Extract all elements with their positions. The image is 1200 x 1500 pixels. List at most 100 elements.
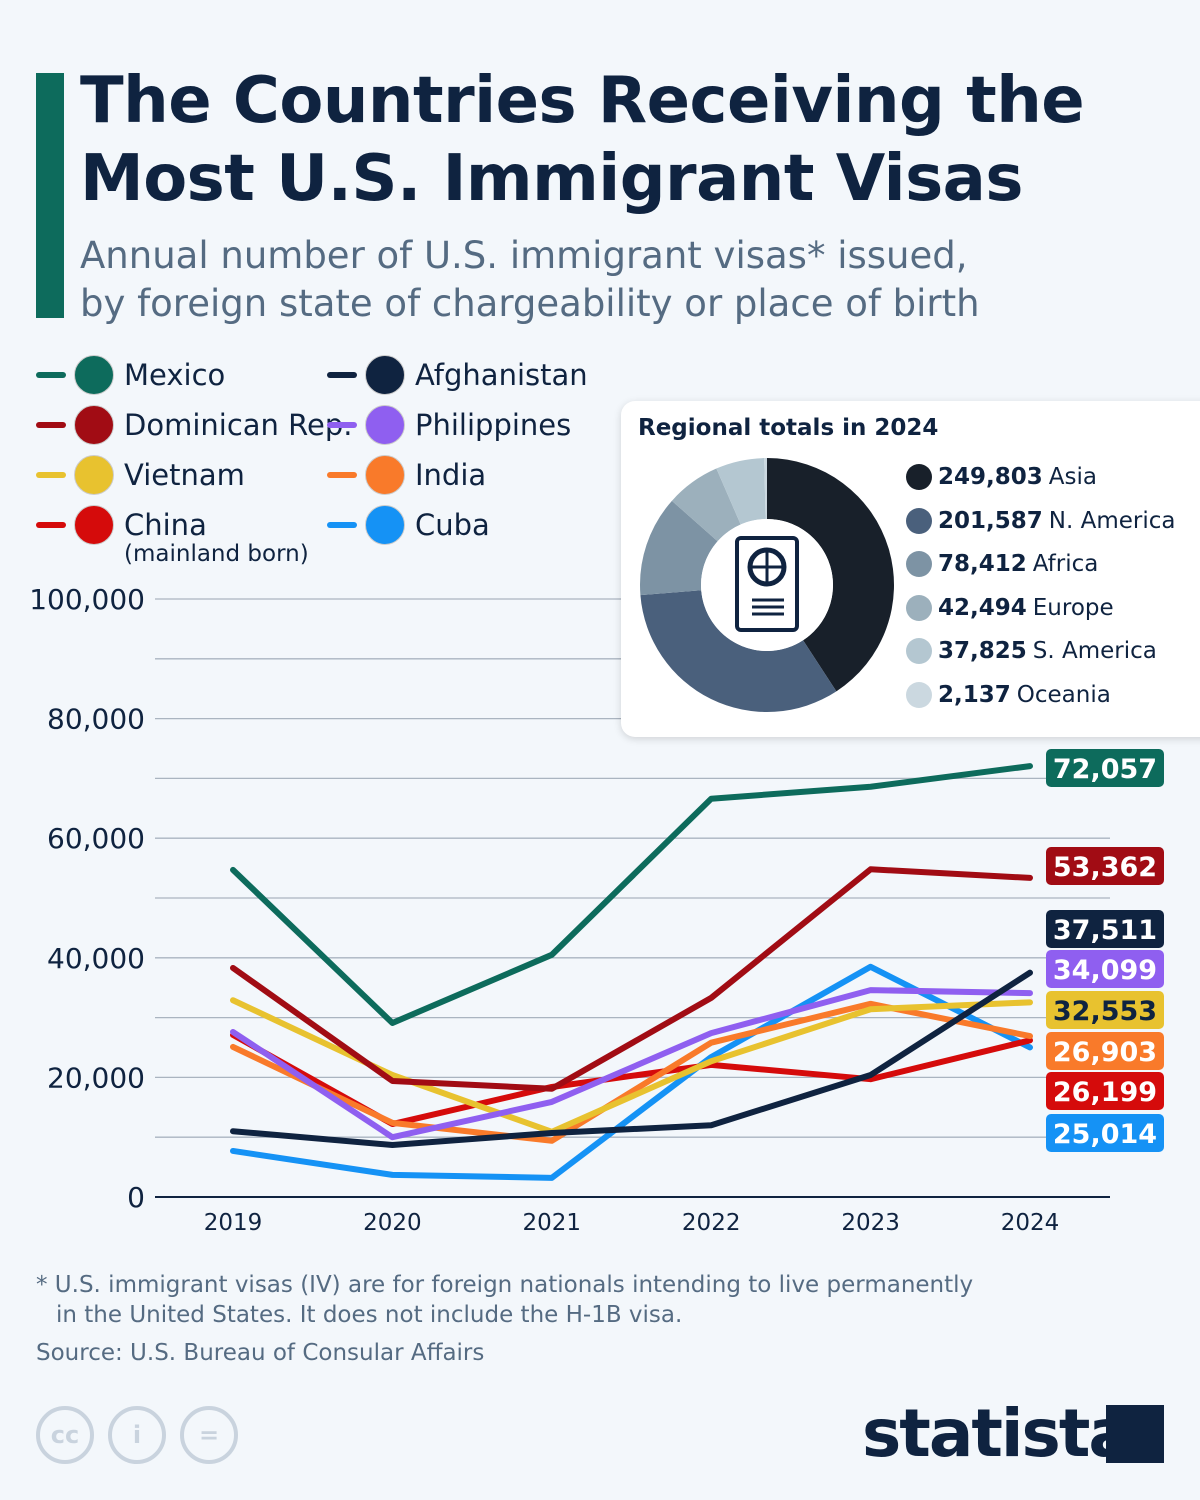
subtitle-line-1: Annual number of U.S. immigrant visas* i…: [80, 234, 968, 277]
x-tick-label: 2023: [841, 1210, 900, 1236]
region-label: S. America: [1032, 638, 1157, 664]
region-label: Europe: [1032, 594, 1114, 621]
region-value: 37,825: [938, 638, 1027, 664]
region-legend-item: 249,803 Asia: [906, 464, 1097, 490]
end-label: 26,903: [1053, 1037, 1157, 1068]
region-value: 78,412: [938, 551, 1027, 577]
legend-item: Vietnam: [36, 455, 245, 495]
legend-label: India: [415, 458, 487, 492]
region-legend-item: 201,587 N. America: [906, 507, 1176, 534]
legend-swatch: [327, 472, 357, 478]
region-value: 42,494: [938, 594, 1027, 621]
legend-item: China (mainland born): [36, 505, 309, 567]
title-line-1: The Countries Receiving the: [80, 64, 1085, 138]
series-line-dominican-rep-: [230, 866, 1033, 1092]
region-value: 2,137: [938, 681, 1011, 708]
region-label: Asia: [1048, 464, 1097, 490]
legend-swatch: [36, 372, 66, 378]
end-label-box: [1046, 1072, 1164, 1110]
region-label: N. America: [1048, 507, 1176, 534]
china-flag-icon: [74, 505, 114, 545]
end-label: 34,099: [1053, 955, 1157, 986]
x-tick-label: 2024: [1001, 1210, 1060, 1236]
series-line-philippines: [230, 987, 1033, 1141]
title-line-2: Most U.S. Immigrant Visas: [80, 142, 1023, 216]
legend-swatch: [327, 422, 357, 428]
legend-item: India: [327, 455, 486, 495]
legend-swatch: [36, 422, 66, 428]
y-tick-label: 20,000: [47, 1061, 145, 1094]
legend-dot: [906, 594, 932, 621]
cc-icon[interactable]: cc: [36, 1406, 94, 1464]
end-label: 37,511: [1053, 915, 1157, 946]
legend-dot: [906, 507, 932, 534]
philippines-flag-icon: [365, 405, 405, 445]
y-tick-label: 80,000: [47, 703, 145, 736]
legend-item: Philippines: [327, 405, 571, 445]
legend-swatch: [327, 522, 357, 528]
no-derivatives-icon[interactable]: =: [180, 1406, 238, 1464]
region-value: 201,587: [938, 507, 1043, 534]
end-label: 53,362: [1053, 852, 1157, 883]
legend-swatch: [327, 372, 357, 378]
subtitle: Annual number of U.S. immigrant visas* i…: [80, 232, 980, 328]
card-title: Regional totals in 2024: [638, 415, 939, 441]
legend-dot: [906, 638, 932, 664]
cuba-flag-icon: [365, 505, 405, 545]
y-tick-label: 40,000: [47, 942, 145, 975]
footnote-line-1: * U.S. immigrant visas (IV) are for fore…: [36, 1272, 974, 1298]
legend-label: China: [124, 508, 207, 542]
x-tick-label: 2022: [682, 1210, 741, 1236]
end-label-box: [1046, 950, 1164, 988]
mexico-flag-icon: [74, 355, 114, 395]
legend-item: Afghanistan: [327, 355, 588, 395]
legend-label: Cuba: [415, 508, 490, 542]
end-label-box: [1046, 847, 1164, 885]
legend-label: Vietnam: [124, 458, 245, 492]
end-label: 25,014: [1053, 1119, 1157, 1150]
legend-item: Dominican Rep.: [36, 405, 352, 445]
page-title: The Countries Receiving the Most U.S. Imm…: [80, 62, 1085, 218]
y-tick-label: 0: [127, 1181, 145, 1214]
region-label: Africa: [1032, 551, 1099, 577]
end-label-box: [1046, 910, 1164, 948]
x-tick-label: 2020: [363, 1210, 422, 1236]
legend-dot: [906, 464, 932, 490]
accent-bar: [36, 73, 64, 318]
end-label-box: [1046, 749, 1164, 787]
legend-label: Afghanistan: [415, 358, 588, 392]
statista-logo-mark: [1106, 1405, 1164, 1463]
statista-logo: statista: [862, 1395, 1133, 1472]
legend-swatch: [36, 522, 66, 528]
y-tick-label: 100,000: [29, 583, 145, 616]
y-tick-label: 60,000: [47, 822, 145, 855]
series-line-afghanistan: [230, 969, 1033, 1148]
attribution-icon[interactable]: i: [108, 1406, 166, 1464]
region-legend-item: 37,825 S. America: [906, 638, 1157, 664]
region-label: Oceania: [1016, 681, 1111, 708]
legend-label: Philippines: [415, 408, 572, 442]
india-flag-icon: [365, 455, 405, 495]
subtitle-line-2: by foreign state of chargeability or pla…: [80, 282, 980, 325]
end-label-box: [1046, 1032, 1164, 1070]
end-label: 32,553: [1053, 996, 1157, 1027]
region-legend-item: 2,137 Oceania: [906, 681, 1111, 708]
end-label: 26,199: [1053, 1077, 1157, 1108]
legend-label: Mexico: [124, 358, 226, 392]
legend-label: Dominican Rep.: [124, 408, 353, 442]
footnote-line-2: in the United States. It does not includ…: [56, 1302, 683, 1328]
source: Source: U.S. Bureau of Consular Affairs: [36, 1340, 485, 1366]
regional-totals-card: Regional totals in 2024 249,803 Asia 201,5…: [621, 401, 1200, 737]
x-tick-label: 2021: [523, 1210, 582, 1236]
legend-note: (mainland born): [124, 541, 309, 567]
legend-swatch: [36, 472, 66, 478]
vietnam-flag-icon: [74, 455, 114, 495]
legend-dot: [906, 681, 932, 708]
footnote: * U.S. immigrant visas (IV) are for fore…: [36, 1270, 973, 1330]
end-label-box: [1046, 991, 1164, 1029]
region-value: 249,803: [938, 464, 1043, 490]
series-line-mexico: [230, 763, 1033, 1026]
region-legend-item: 42,494 Europe: [906, 594, 1114, 621]
series-line-cuba: [230, 963, 1033, 1181]
